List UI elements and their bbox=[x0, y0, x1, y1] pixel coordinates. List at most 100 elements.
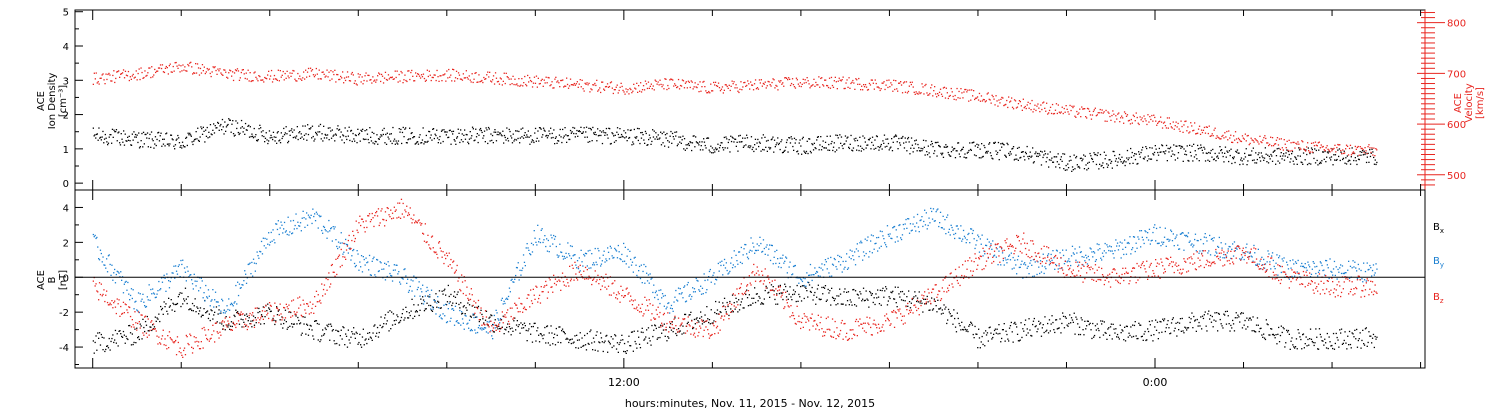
ion-density-point bbox=[1282, 155, 1284, 157]
by-point bbox=[131, 297, 133, 300]
ion-density-point bbox=[878, 149, 880, 151]
by-point bbox=[333, 228, 335, 230]
ion-density-point bbox=[1351, 147, 1353, 149]
ion-density-point bbox=[553, 129, 555, 131]
velocity-point bbox=[314, 74, 316, 76]
velocity-point bbox=[120, 73, 123, 75]
bx-point bbox=[1089, 322, 1091, 324]
bx-point bbox=[584, 334, 586, 337]
ion-density-point bbox=[699, 149, 702, 151]
velocity-point bbox=[420, 74, 423, 76]
bx-point bbox=[1104, 331, 1106, 334]
bx-point bbox=[514, 317, 516, 319]
velocity-point bbox=[1243, 138, 1245, 140]
ion-density-point bbox=[726, 147, 729, 149]
ion-density-point bbox=[457, 128, 459, 130]
bx-point bbox=[491, 314, 493, 317]
bx-point bbox=[1027, 332, 1029, 334]
bx-point bbox=[563, 331, 565, 333]
bx-point bbox=[1212, 326, 1214, 328]
ion-density-point bbox=[1252, 147, 1254, 149]
velocity-point bbox=[1086, 117, 1088, 119]
ion-density-point bbox=[746, 137, 749, 139]
bx-point bbox=[152, 328, 155, 330]
velocity-point bbox=[744, 81, 746, 84]
velocity-point bbox=[637, 91, 639, 93]
velocity-point bbox=[1205, 126, 1207, 128]
ion-density-point bbox=[313, 140, 315, 142]
bx-point bbox=[700, 311, 702, 313]
ion-density-point bbox=[105, 137, 107, 139]
bx-point bbox=[1150, 334, 1152, 337]
ion-density-point bbox=[211, 134, 213, 136]
bx-point bbox=[1161, 331, 1163, 333]
bx-point bbox=[236, 311, 238, 314]
bx-point bbox=[201, 314, 203, 316]
ion-density-point bbox=[253, 127, 255, 130]
velocity-point bbox=[116, 71, 118, 73]
bx-point bbox=[114, 329, 117, 332]
by-point bbox=[226, 305, 228, 307]
velocity-point bbox=[448, 68, 450, 71]
bx-point bbox=[644, 338, 646, 340]
bx-point bbox=[557, 341, 559, 343]
ion-density-point bbox=[1130, 147, 1132, 150]
bx-point bbox=[832, 297, 835, 299]
velocity-point bbox=[348, 80, 351, 82]
bx-point bbox=[793, 293, 796, 295]
velocity-point bbox=[600, 91, 602, 94]
by-point bbox=[168, 287, 171, 289]
ion-density-point bbox=[769, 147, 772, 149]
bx-point bbox=[503, 333, 505, 335]
ion-density-point bbox=[601, 142, 604, 145]
ion-density-point bbox=[283, 127, 285, 130]
ion-density-point bbox=[918, 147, 920, 149]
velocity-point bbox=[459, 78, 462, 80]
bx-point bbox=[696, 317, 698, 319]
bx-point bbox=[958, 322, 960, 325]
ion-density-point bbox=[282, 135, 284, 138]
bx-point bbox=[414, 315, 416, 317]
ion-density-point bbox=[440, 130, 443, 132]
ion-density-point bbox=[843, 143, 845, 145]
ion-density-point bbox=[798, 142, 800, 144]
velocity-point bbox=[101, 74, 103, 76]
ion-density-point bbox=[497, 131, 499, 133]
velocity-point bbox=[529, 77, 531, 79]
velocity-point bbox=[1184, 120, 1186, 123]
ion-density-point bbox=[1228, 150, 1231, 152]
velocity-point bbox=[905, 81, 908, 83]
ion-density-point bbox=[262, 130, 264, 132]
by-point bbox=[108, 254, 110, 256]
bx-point bbox=[1143, 333, 1145, 335]
velocity-point bbox=[761, 85, 763, 87]
ion-density-point bbox=[201, 128, 203, 130]
bx-point bbox=[308, 328, 310, 330]
velocity-point bbox=[1214, 127, 1216, 129]
velocity-point bbox=[1072, 106, 1074, 109]
by-point bbox=[336, 245, 338, 248]
bx-point bbox=[642, 331, 644, 334]
ion-density-point bbox=[1287, 156, 1289, 158]
ion-density-point bbox=[309, 128, 311, 130]
bx-point bbox=[692, 327, 695, 329]
bx-point bbox=[122, 330, 125, 333]
ion-density-point bbox=[366, 133, 369, 135]
by-point bbox=[414, 295, 416, 297]
ion-density-point bbox=[1181, 145, 1183, 148]
ion-density-point bbox=[832, 149, 834, 152]
bx-point bbox=[1093, 334, 1096, 337]
velocity-point bbox=[1051, 103, 1054, 106]
velocity-point bbox=[811, 84, 813, 87]
by-point bbox=[337, 241, 340, 243]
by-point bbox=[204, 300, 206, 302]
bx-point bbox=[261, 315, 264, 318]
bx-point bbox=[1272, 333, 1274, 336]
bx-point bbox=[324, 327, 326, 329]
bx-point bbox=[330, 323, 332, 325]
velocity-point bbox=[383, 77, 386, 79]
bx-point bbox=[606, 334, 608, 337]
ion-density-point bbox=[163, 138, 165, 140]
velocity-point bbox=[916, 92, 918, 95]
ion-density-point bbox=[1249, 154, 1251, 156]
